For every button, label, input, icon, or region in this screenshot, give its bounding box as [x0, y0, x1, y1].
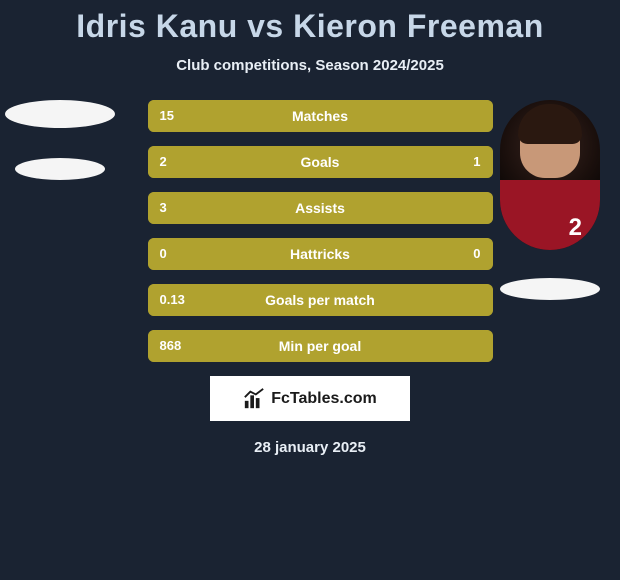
bar-label: Min per goal — [148, 330, 493, 362]
bar-row: 868Min per goal — [148, 330, 493, 362]
player-left — [0, 100, 120, 180]
player-right: 2 — [490, 100, 610, 300]
avatar-photo: 2 — [500, 100, 600, 250]
bar-label: Hattricks — [148, 238, 493, 270]
subtitle: Club competitions, Season 2024/2025 — [0, 57, 620, 74]
bars-container: 15Matches 21Goals 3Assists 00Hattricks 0.13G… — [148, 100, 493, 362]
bar-row: 00Hattricks — [148, 238, 493, 270]
bar-row: 3Assists — [148, 192, 493, 224]
site-name: FcTables.com — [271, 390, 377, 408]
avatar-placeholder-small — [15, 158, 105, 180]
footer-date: 28 january 2025 — [0, 439, 620, 456]
bar-row: 21Goals — [148, 146, 493, 178]
bar-label: Assists — [148, 192, 493, 224]
bar-label: Goals per match — [148, 284, 493, 316]
bar-label: Goals — [148, 146, 493, 178]
jersey-number: 2 — [569, 214, 582, 242]
avatar-placeholder-small — [500, 278, 600, 300]
comparison-chart: 2 15Matches 21Goals 3Assists 00Hattricks 0.1… — [0, 100, 620, 362]
avatar-placeholder — [5, 100, 115, 128]
bar-row: 0.13Goals per match — [148, 284, 493, 316]
bar-label: Matches — [148, 100, 493, 132]
site-badge[interactable]: FcTables.com — [210, 376, 410, 421]
page-title: Idris Kanu vs Kieron Freeman — [0, 0, 620, 45]
chart-icon — [243, 388, 265, 410]
bar-row: 15Matches — [148, 100, 493, 132]
jersey: 2 — [500, 180, 600, 250]
